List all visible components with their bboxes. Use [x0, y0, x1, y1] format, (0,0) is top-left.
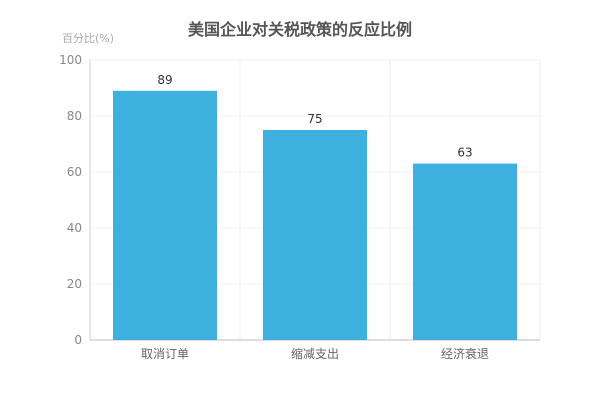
data-label: 89	[157, 73, 172, 87]
y-tick-label: 20	[67, 277, 82, 291]
bar	[113, 90, 217, 340]
y-tick-label: 100	[59, 53, 82, 67]
x-tick-label: 缩减支出	[291, 346, 339, 361]
x-tick-label: 取消订单	[141, 347, 189, 361]
data-label: 75	[307, 112, 322, 126]
bar	[263, 130, 367, 340]
data-label: 63	[457, 146, 472, 160]
bar	[413, 163, 517, 340]
x-tick-label: 经济衰退	[441, 346, 489, 361]
y-axis-label: 百分比(%)	[62, 32, 115, 45]
y-tick-label: 80	[67, 109, 82, 123]
y-tick-label: 40	[67, 221, 82, 235]
y-tick-label: 60	[67, 165, 82, 179]
y-tick-label: 0	[74, 333, 82, 347]
chart-title: 美国企业对关税政策的反应比例	[187, 20, 412, 39]
